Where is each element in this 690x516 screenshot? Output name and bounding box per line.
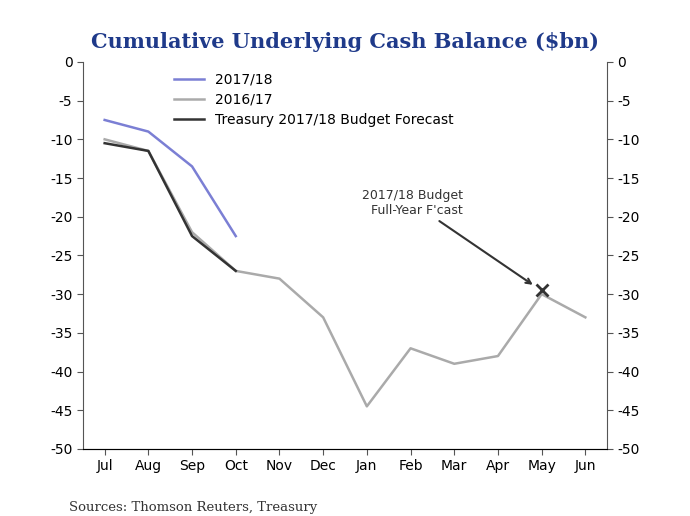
Title: Cumulative Underlying Cash Balance ($bn): Cumulative Underlying Cash Balance ($bn)	[91, 32, 599, 52]
Text: 2017/18 Budget
Full-Year F'cast: 2017/18 Budget Full-Year F'cast	[362, 189, 531, 283]
Legend: 2017/18, 2016/17, Treasury 2017/18 Budget Forecast: 2017/18, 2016/17, Treasury 2017/18 Budge…	[174, 73, 454, 127]
Text: Sources: Thomson Reuters, Treasury: Sources: Thomson Reuters, Treasury	[69, 501, 317, 514]
